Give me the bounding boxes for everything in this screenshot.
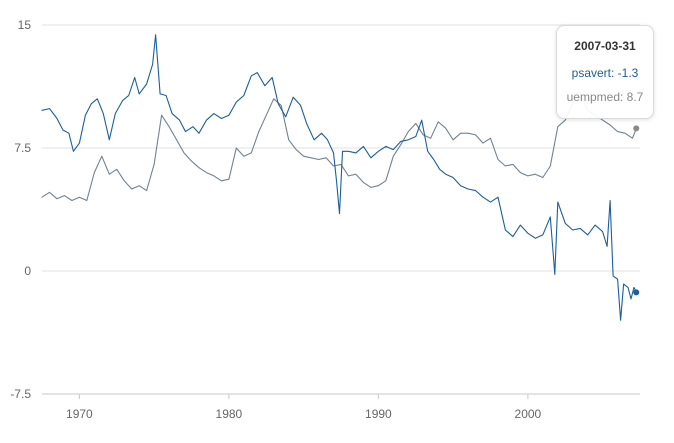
tooltip-value: -1.3 [617, 66, 639, 80]
series-lines [41, 34, 637, 321]
x-tick-label: 1970 [66, 407, 93, 421]
tooltip: 2007-03-31 psavert: -1.3 uempmed: 8.7 [556, 25, 654, 119]
x-axis-ticks: 1970 1980 1990 2000 [66, 394, 542, 421]
y-tick-label: 0 [24, 264, 31, 278]
series-line-uempmed [41, 93, 637, 202]
y-tick-label: 15 [18, 18, 32, 32]
tooltip-value: 8.7 [626, 90, 644, 104]
hover-markers [633, 125, 640, 296]
marker-uempmed [633, 125, 640, 132]
y-tick-label: -7.5 [10, 387, 31, 401]
marker-psavert [633, 289, 640, 296]
tooltip-row-uempmed: uempmed: 8.7 [566, 90, 644, 104]
grid-lines [42, 24, 640, 272]
tooltip-date: 2007-03-31 [574, 39, 636, 53]
x-tick-label: 1980 [216, 407, 243, 421]
tooltip-row-psavert: psavert: -1.3 [571, 66, 639, 80]
x-tick-label: 1990 [365, 407, 392, 421]
y-tick-label: 7.5 [14, 141, 31, 155]
y-axis-ticks: 15 7.5 0 -7.5 [10, 18, 31, 401]
tooltip-label: psavert [571, 66, 611, 80]
series-line-psavert [41, 34, 637, 321]
tooltip-label: uempmed [566, 90, 620, 104]
x-tick-label: 2000 [515, 407, 542, 421]
